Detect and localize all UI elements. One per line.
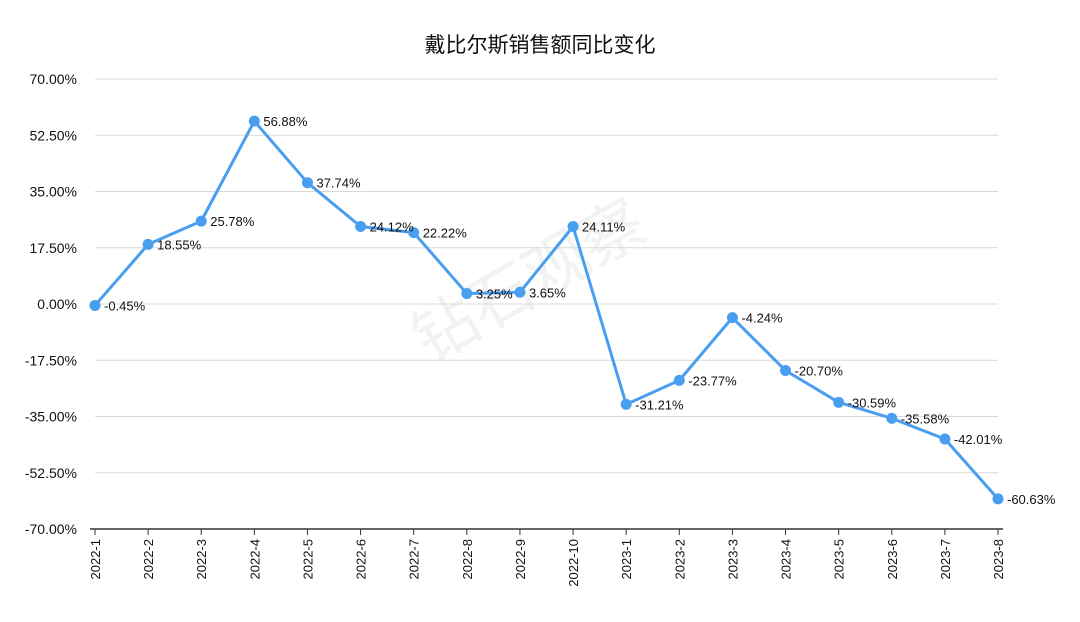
x-tick-label: 2023-8 bbox=[991, 539, 1006, 579]
y-tick-label: 70.00% bbox=[30, 71, 77, 87]
data-label: -31.21% bbox=[635, 397, 684, 412]
data-point bbox=[886, 412, 898, 424]
x-tick-label: 2022-1 bbox=[88, 539, 103, 579]
y-tick-label: -70.00% bbox=[25, 521, 77, 537]
data-point bbox=[195, 215, 207, 227]
data-point bbox=[461, 288, 473, 300]
series-line bbox=[93, 119, 1000, 500]
data-point bbox=[567, 221, 579, 233]
data-point bbox=[939, 433, 951, 445]
data-point bbox=[673, 374, 685, 386]
x-tick-label: 2022-2 bbox=[141, 539, 156, 579]
x-tick-label: 2022-4 bbox=[247, 539, 262, 579]
x-tick-label: 2022-10 bbox=[566, 539, 581, 587]
data-label: -4.24% bbox=[741, 311, 783, 326]
x-tick-label: 2022-9 bbox=[513, 539, 528, 579]
x-tick-label: 2022-3 bbox=[194, 539, 209, 579]
data-point bbox=[248, 115, 260, 127]
data-label: 3.65% bbox=[529, 285, 566, 300]
x-tick-label: 2023-6 bbox=[885, 539, 900, 579]
y-axis-ticks: 70.00% 52.50% 35.00% 17.50% 0.00% -17.50% -35.… bbox=[25, 71, 77, 537]
data-point bbox=[620, 398, 632, 410]
y-tick-label: -17.50% bbox=[25, 352, 77, 368]
y-tick-label: 17.50% bbox=[30, 240, 77, 256]
data-point bbox=[355, 220, 367, 232]
data-point bbox=[726, 312, 738, 324]
data-label: 18.55% bbox=[157, 237, 202, 252]
x-tick-label: 2023-3 bbox=[725, 539, 740, 579]
data-label: 37.74% bbox=[316, 176, 361, 191]
x-tick-label: 2022-5 bbox=[300, 539, 315, 579]
data-label: 24.12% bbox=[370, 219, 415, 234]
data-label: 25.78% bbox=[210, 214, 255, 229]
y-tick-label: 35.00% bbox=[30, 184, 77, 200]
x-tick-label: 2022-7 bbox=[407, 539, 422, 579]
y-tick-label: 52.50% bbox=[30, 127, 77, 143]
chart-title: 戴比尔斯销售额同比变化 bbox=[425, 33, 656, 57]
x-tick-label: 2022-8 bbox=[460, 539, 475, 579]
x-tick-label: 2023-2 bbox=[672, 539, 687, 579]
data-label: -30.59% bbox=[848, 395, 897, 410]
data-point bbox=[301, 177, 313, 189]
data-point bbox=[992, 493, 1004, 505]
data-point bbox=[408, 227, 420, 239]
data-label: 56.88% bbox=[263, 114, 308, 129]
data-labels: -0.45% 18.55% 25.78% 56.88% 37.74% 24.12% 22.2… bbox=[104, 114, 1056, 507]
data-label: 3.25% bbox=[476, 287, 513, 302]
data-label: -42.01% bbox=[954, 432, 1003, 447]
data-label: -23.77% bbox=[688, 373, 737, 388]
data-label: -35.58% bbox=[901, 411, 950, 426]
x-tick-label: 2023-4 bbox=[779, 539, 794, 579]
data-points bbox=[89, 115, 1004, 505]
data-point bbox=[780, 365, 792, 377]
x-tick-label: 2023-5 bbox=[832, 539, 847, 579]
y-tick-label: -35.00% bbox=[25, 409, 77, 425]
x-tick-label: 2023-7 bbox=[938, 539, 953, 579]
x-tick-label: 2022-6 bbox=[354, 539, 369, 579]
data-label: -60.63% bbox=[1007, 492, 1056, 507]
data-label: 22.22% bbox=[423, 226, 468, 241]
y-tick-label: -52.50% bbox=[25, 465, 77, 481]
data-label: 24.11% bbox=[582, 220, 626, 235]
data-point bbox=[89, 299, 101, 311]
data-label: -20.70% bbox=[795, 364, 844, 379]
x-axis-ticks: 2022-1 2022-2 2022-3 2022-4 2022-5 2022-6 2022… bbox=[88, 529, 1006, 587]
data-point bbox=[833, 396, 845, 408]
data-point bbox=[142, 238, 154, 250]
y-tick-label: 0.00% bbox=[37, 296, 77, 312]
data-label: -0.45% bbox=[104, 298, 146, 313]
data-point bbox=[514, 286, 526, 298]
x-tick-label: 2023-1 bbox=[619, 539, 634, 579]
